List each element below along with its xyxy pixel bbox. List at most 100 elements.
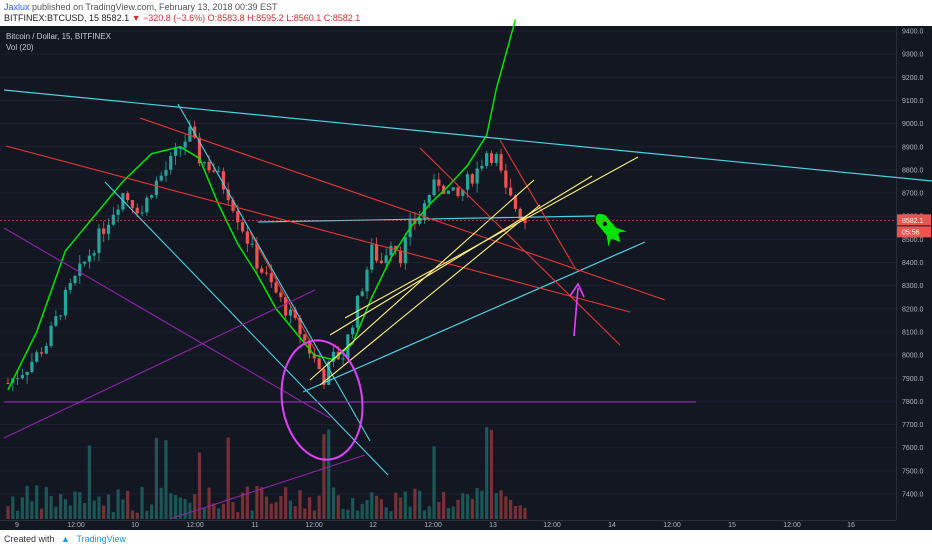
volume-bar xyxy=(360,503,364,519)
volume-bar xyxy=(365,500,369,519)
volume-bar xyxy=(437,501,441,519)
y-tick-label: 9400.0 xyxy=(902,29,924,36)
volume-bar xyxy=(307,497,312,519)
y-tick-label: 9100.0 xyxy=(902,98,924,105)
candle-body xyxy=(518,208,522,220)
volume-bar xyxy=(418,490,422,519)
volume-bar xyxy=(475,487,479,519)
publisher-link[interactable]: Jaxlux xyxy=(4,2,30,12)
candle-body xyxy=(97,228,101,254)
arrow-up-icon xyxy=(573,287,579,337)
volume-bar xyxy=(135,512,139,519)
volume-bar xyxy=(509,499,513,519)
volume-bar xyxy=(126,490,130,519)
volume-bar xyxy=(49,496,53,519)
volume-bar xyxy=(279,495,283,519)
x-tick-label: 10 xyxy=(131,522,139,529)
x-tick-label: 12 xyxy=(369,522,377,529)
trendline-cyan-horizontal xyxy=(257,215,596,223)
volume-bar xyxy=(183,498,187,519)
candle-body xyxy=(135,207,139,214)
volume-bar xyxy=(73,491,77,519)
candle-body xyxy=(173,147,178,156)
price-scale[interactable] xyxy=(896,26,932,520)
last-price-tag xyxy=(897,214,931,226)
legend-volume: Vol (20) xyxy=(6,43,34,52)
x-tick-label: 12:00 xyxy=(663,522,681,529)
candle-body xyxy=(394,245,398,251)
volume-bar xyxy=(370,492,374,519)
tradingview-brand[interactable]: TradingView xyxy=(76,534,127,544)
volume-bar xyxy=(207,487,211,519)
volume-bar xyxy=(389,511,393,519)
volume-bar xyxy=(178,497,182,519)
volume-bar xyxy=(446,507,451,519)
candle-body xyxy=(116,209,120,215)
volume-bar xyxy=(250,510,254,519)
candle-body xyxy=(303,334,307,341)
footer-bar: Created with ▲ TradingView xyxy=(0,530,932,550)
volume-bar xyxy=(499,490,503,519)
volume-bar xyxy=(106,494,111,519)
candle-body xyxy=(169,155,173,170)
open-value: O:8583.8 xyxy=(207,13,245,23)
volume-bar xyxy=(379,499,383,519)
candle-body xyxy=(327,361,331,385)
x-tick-label: 13 xyxy=(489,522,497,529)
candle-body xyxy=(509,187,513,196)
volume-bar xyxy=(427,506,431,519)
volume-bar xyxy=(470,498,474,519)
candle-body xyxy=(365,269,369,292)
candle-body xyxy=(284,297,288,316)
x-tick-label: 12:00 xyxy=(305,522,323,529)
candle-body xyxy=(461,189,465,196)
x-tick-label: 15 xyxy=(728,522,736,529)
volume-bar xyxy=(236,512,240,519)
volume-bar xyxy=(264,496,269,519)
x-tick-label: 12:00 xyxy=(424,522,442,529)
volume-bar xyxy=(480,490,484,519)
volume-bar xyxy=(394,492,398,519)
volume-bar xyxy=(298,490,302,519)
volume-bar xyxy=(274,502,278,519)
x-tick-label: 12:00 xyxy=(186,522,204,529)
volume-bar xyxy=(145,510,149,519)
y-tick-label: 7500.0 xyxy=(902,468,924,475)
volume-bar xyxy=(398,497,403,519)
time-scale[interactable] xyxy=(0,520,896,531)
candle-body xyxy=(145,197,149,213)
rocket-icon xyxy=(595,213,627,247)
y-tick-label: 7600.0 xyxy=(902,445,924,452)
volume-bar xyxy=(212,503,216,519)
volume-bar xyxy=(288,500,293,519)
candle-body xyxy=(63,289,68,316)
down-triangle-icon: ▼ xyxy=(131,13,141,23)
candle-body xyxy=(437,179,441,186)
volume-bar xyxy=(193,494,197,519)
volume-bar xyxy=(327,429,331,519)
volume-bar xyxy=(240,492,245,519)
candle-body xyxy=(331,351,336,362)
volume-bar xyxy=(245,486,249,519)
candle-body xyxy=(183,141,187,148)
volume-bar xyxy=(284,487,288,519)
moving-average-line xyxy=(7,19,517,391)
volume-bar xyxy=(408,506,412,519)
close-value: C:8582.1 xyxy=(323,13,361,23)
rocket-fin-left xyxy=(606,235,611,247)
volume-bar xyxy=(513,505,518,519)
candle-body xyxy=(212,170,216,172)
candle-body xyxy=(470,174,474,184)
volume-bar xyxy=(226,437,230,519)
volume-bar xyxy=(269,503,273,519)
y-tick-label: 8900.0 xyxy=(902,144,924,151)
y-tick-label: 9000.0 xyxy=(902,121,924,128)
candle-body xyxy=(398,250,403,264)
y-tick-label: 8300.0 xyxy=(902,283,924,290)
candle-body xyxy=(240,222,245,232)
volume-bar xyxy=(260,487,264,519)
candle-body xyxy=(217,171,221,173)
x-tick-label: 11 xyxy=(251,522,258,529)
volume-bar xyxy=(116,489,120,519)
